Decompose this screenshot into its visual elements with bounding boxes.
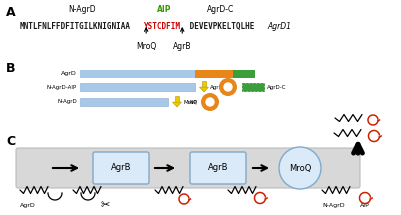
Text: AgrD: AgrD [61,72,77,77]
Text: AgrD1: AgrD1 [267,22,291,31]
Text: AIP: AIP [360,203,370,208]
Bar [233,70,255,78]
Bar [80,98,168,106]
Text: MroQ: MroQ [183,100,197,104]
Text: N-AgrD: N-AgrD [68,5,95,14]
Bar [175,96,179,102]
Text: AgrD-C: AgrD-C [207,5,235,14]
Polygon shape [172,102,182,107]
Text: AgrB: AgrB [111,163,131,172]
FancyBboxPatch shape [16,148,360,188]
Text: YSTCDFIM: YSTCDFIM [144,22,180,31]
Bar [195,70,233,78]
Text: DEVEVPKELTQLHE: DEVEVPKELTQLHE [185,22,254,31]
FancyBboxPatch shape [190,152,246,184]
Text: ✂: ✂ [100,200,110,210]
Bar [242,83,264,91]
Circle shape [201,93,219,111]
Text: C: C [6,135,15,148]
Text: AIP: AIP [157,5,172,14]
Text: B: B [6,62,16,75]
Polygon shape [200,87,209,92]
Text: A: A [6,6,16,19]
Text: MroQ: MroQ [289,163,311,172]
Text: AIP: AIP [189,100,198,104]
Circle shape [205,97,215,107]
FancyBboxPatch shape [93,152,149,184]
Circle shape [219,78,237,96]
Text: AgrB: AgrB [210,84,223,89]
Text: N-AgrD-AIP: N-AgrD-AIP [47,84,77,89]
Text: MroQ: MroQ [136,42,156,51]
Text: AgrD: AgrD [20,203,36,208]
Circle shape [279,147,321,189]
Text: N-AgrD: N-AgrD [322,203,344,208]
Bar [202,81,206,87]
Bar [80,83,195,91]
Text: N-AgrD: N-AgrD [57,100,77,104]
Text: AgrB: AgrB [173,42,191,51]
Circle shape [223,82,233,92]
Text: AgrB: AgrB [208,163,228,172]
Text: AgrD-C: AgrD-C [267,84,286,89]
Text: MNTLFNLFFDFITGILKNIGNIAA: MNTLFNLFFDFITGILKNIGNIAA [20,22,131,31]
Bar [80,70,195,78]
